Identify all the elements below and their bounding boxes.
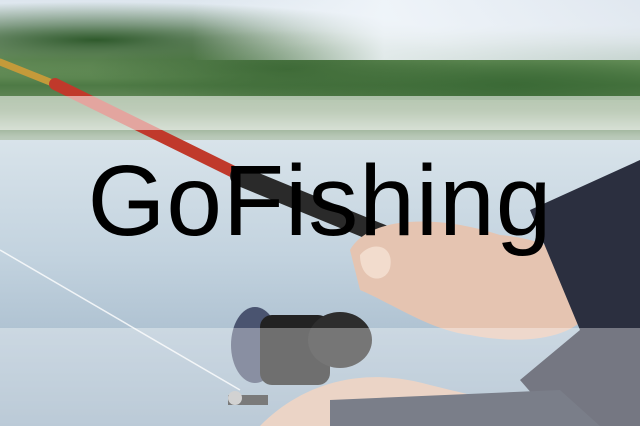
fishing-line [0, 249, 241, 391]
angler-hand [260, 160, 640, 426]
sky-background [0, 0, 640, 60]
app-title: GoFishing [87, 145, 553, 257]
spinning-reel [228, 307, 372, 405]
overlay-band-top [0, 96, 640, 130]
overlay-band-bottom [0, 328, 640, 426]
